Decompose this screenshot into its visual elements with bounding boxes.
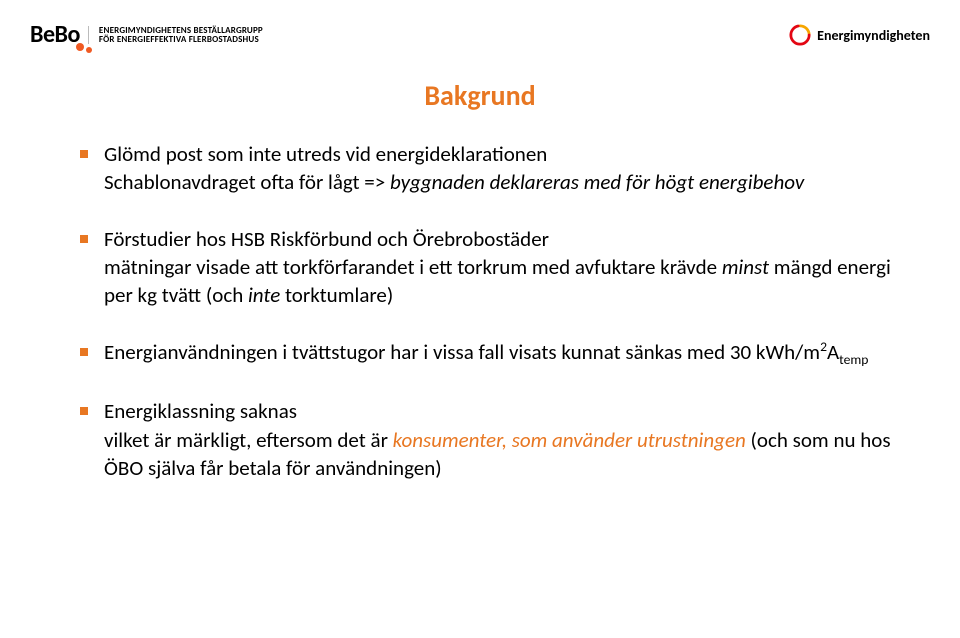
tagline: ENERGIMYNDIGHETENS BESTÄLLARGRUPP FÖR EN… — [88, 26, 263, 45]
bullet-sub-italic: minst — [722, 254, 769, 280]
bullet-sub: vilket är märkligt, eftersom det är kons… — [104, 427, 891, 481]
bullet-sub-text: mätningar visade att torkförfarandet i e… — [104, 254, 722, 280]
list-item: Energiklassning saknas vilket är märklig… — [80, 397, 900, 482]
bebo-logo: BeBo — [30, 23, 80, 47]
bullet-main-text: A — [827, 339, 839, 365]
list-item: Glömd post som inte utreds vid energidek… — [80, 140, 900, 197]
swirl-icon — [789, 24, 811, 46]
bullet-list: Glömd post som inte utreds vid energidek… — [80, 140, 900, 482]
list-item: Energianvändningen i tvättstugor har i v… — [80, 338, 900, 370]
logo-dot-icon — [86, 47, 92, 53]
bullet-sub-text: torktumlare) — [280, 282, 393, 308]
bullet-sub-italic: byggnaden deklareras med för högt energi… — [390, 169, 804, 195]
slide: BeBo ENERGIMYNDIGHETENS BESTÄLLARGRUPP F… — [0, 0, 960, 638]
logo-dot-icon — [76, 43, 84, 51]
bullet-sub-text: vilket är märkligt, eftersom det är — [104, 427, 393, 453]
bullet-main: Energianvändningen i tvättstugor har i v… — [104, 339, 868, 365]
bullet-main-text: Energianvändningen i tvättstugor har i v… — [104, 339, 820, 365]
bullet-main: Förstudier hos HSB Riskförbund och Örebr… — [104, 226, 549, 252]
content-area: Glömd post som inte utreds vid energidek… — [80, 140, 900, 510]
header: BeBo ENERGIMYNDIGHETENS BESTÄLLARGRUPP F… — [30, 14, 930, 56]
logo-left: BeBo ENERGIMYNDIGHETENS BESTÄLLARGRUPP F… — [30, 23, 263, 47]
tagline-line-2: FÖR ENERGIEFFEKTIVA FLERBOSTADSHUS — [99, 35, 263, 44]
list-item: Förstudier hos HSB Riskförbund och Örebr… — [80, 225, 900, 310]
bullet-sub-italic: inte — [248, 282, 280, 308]
page-title: Bakgrund — [0, 78, 960, 113]
bullet-main: Energiklassning saknas — [104, 398, 297, 424]
bebo-logo-text: BeBo — [30, 20, 80, 49]
logo-right-text: Energimyndigheten — [817, 27, 930, 44]
bullet-main: Glömd post som inte utreds vid energidek… — [104, 141, 547, 167]
bullet-sub: mätningar visade att torkförfarandet i e… — [104, 254, 891, 308]
bullet-sub: Schablonavdraget ofta för lågt => byggna… — [104, 169, 804, 195]
superscript: 2 — [820, 338, 827, 355]
subscript: temp — [839, 351, 868, 368]
bullet-sub-plain: Schablonavdraget ofta för lågt => — [104, 169, 390, 195]
bullet-sub-accent: konsumenter, som använder utrustningen — [393, 427, 746, 453]
logo-right: Energimyndigheten — [789, 24, 930, 46]
